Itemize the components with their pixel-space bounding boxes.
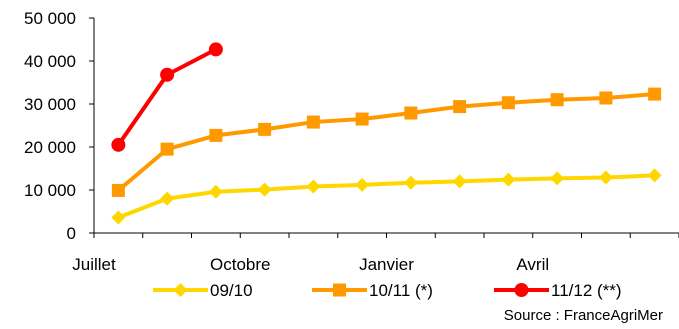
y-axis: 0 10 000 20 000 30 000 40 000 50 000 (24, 9, 95, 243)
legend-item: 11/12 (**) (494, 281, 622, 300)
legend-marker (333, 283, 346, 297)
data-point (111, 137, 126, 152)
legend-label: 11/12 (**) (551, 281, 622, 300)
source-note: Source : FranceAgriMer (504, 307, 663, 324)
series-11/12 (**) (111, 42, 223, 152)
data-point (598, 170, 613, 185)
series-layer (111, 42, 662, 225)
series-10/11 (*) (111, 87, 662, 197)
data-point (111, 183, 125, 197)
data-point (453, 100, 467, 114)
data-point (550, 93, 564, 107)
data-point (647, 168, 662, 183)
legend-marker (514, 283, 529, 297)
series-line (117, 173, 655, 220)
series-line (117, 92, 655, 192)
x-tick-label: Juillet (72, 255, 116, 274)
y-tick-label: 40 000 (24, 52, 76, 71)
legend-item: 10/11 (*) (312, 281, 433, 300)
x-tick-label: Octobre (210, 255, 270, 274)
x-tick-label: Janvier (359, 255, 414, 274)
data-point (208, 42, 223, 57)
data-point (257, 182, 272, 197)
data-point (648, 87, 662, 101)
data-point (160, 67, 175, 82)
data-point (404, 106, 418, 120)
data-point (599, 91, 613, 105)
data-point (160, 191, 175, 206)
x-axis: Juillet Octobre Janvier Avril (72, 232, 679, 274)
series-line (116, 47, 217, 146)
y-tick-label: 10 000 (24, 181, 76, 200)
data-point (501, 172, 516, 187)
data-point (208, 184, 223, 199)
legend-item: 09/10 (153, 281, 253, 300)
data-point (550, 171, 565, 186)
y-tick-label: 30 000 (24, 95, 76, 114)
data-point (111, 210, 126, 225)
data-point (306, 179, 321, 194)
data-point (209, 128, 223, 142)
legend-label: 10/11 (*) (369, 281, 433, 300)
data-point (501, 96, 515, 110)
x-tick-label: Avril (516, 255, 549, 274)
data-point (306, 115, 320, 129)
data-point (355, 112, 369, 126)
y-tick-label: 20 000 (24, 138, 76, 157)
data-point (355, 177, 370, 192)
data-point (403, 175, 418, 190)
legend-label: 09/10 (210, 281, 253, 300)
legend: 09/10 10/11 (*) 11/12 (**) (153, 281, 622, 300)
legend-marker (173, 283, 188, 297)
y-tick-label: 0 (67, 224, 76, 243)
data-point (452, 174, 467, 189)
data-point (258, 122, 272, 136)
y-tick-label: 50 000 (24, 9, 76, 28)
data-point (160, 142, 174, 156)
series-09/10 (111, 168, 662, 225)
